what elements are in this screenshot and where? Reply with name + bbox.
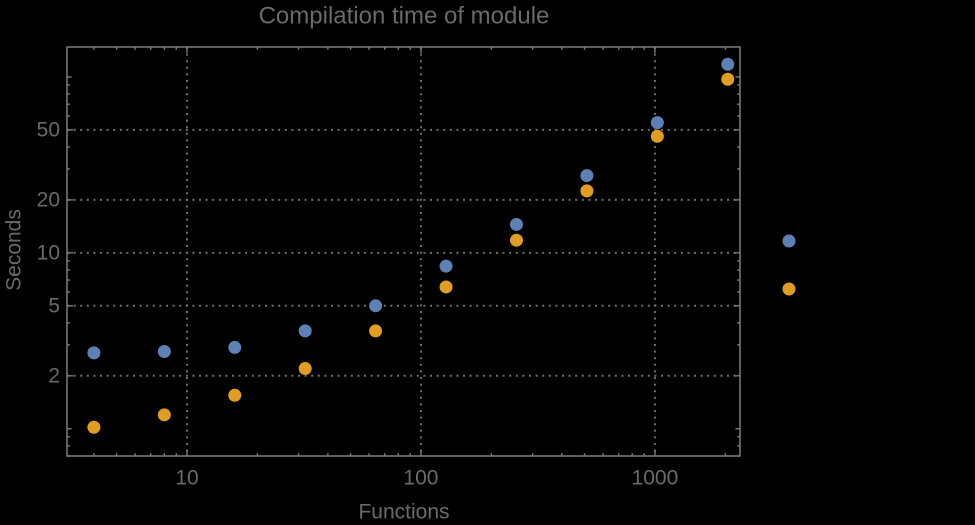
- plot-frame: [66, 46, 741, 457]
- data-point-series-1: [439, 259, 453, 273]
- y-tick-label: 2: [48, 364, 60, 387]
- x-tick-label: 10: [175, 467, 198, 490]
- data-point-series-1: [157, 344, 171, 358]
- data-point-series-2: [580, 184, 594, 198]
- data-point-series-2: [369, 324, 383, 338]
- data-point-series-2: [298, 362, 312, 376]
- x-tick-label: 1000: [632, 467, 679, 490]
- data-point-series-1: [369, 299, 383, 313]
- data-point-series-1: [298, 324, 312, 338]
- data-points: [87, 57, 735, 434]
- data-point-series-2: [87, 420, 101, 434]
- data-point-series-1: [87, 346, 101, 360]
- data-point-series-2: [157, 408, 171, 422]
- data-point-series-1: [580, 169, 594, 183]
- data-point-series-2: [439, 280, 453, 294]
- data-point-series-1: [650, 116, 664, 130]
- legend: [782, 234, 796, 296]
- data-point-series-1: [509, 217, 523, 231]
- x-tick-label: 100: [403, 467, 438, 490]
- y-tick-label: 20: [37, 188, 60, 211]
- y-tick-label: 5: [48, 294, 60, 317]
- data-point-series-2: [650, 129, 664, 143]
- x-axis-label: Functions: [358, 501, 449, 524]
- tick-labels: 10 100 1000 2 5 10 20 50: [37, 118, 679, 489]
- data-point-series-1: [721, 57, 735, 71]
- legend-marker-series-1: [782, 234, 796, 248]
- data-point-series-1: [228, 340, 242, 354]
- legend-marker-series-2: [782, 282, 796, 296]
- y-tick-label: 10: [37, 241, 60, 264]
- data-point-series-2: [721, 72, 735, 86]
- data-point-series-2: [228, 388, 242, 402]
- y-axis-label: Seconds: [3, 209, 26, 291]
- chart-title: Compilation time of module: [259, 3, 550, 30]
- data-point-series-2: [509, 233, 523, 247]
- y-tick-label: 50: [37, 118, 60, 141]
